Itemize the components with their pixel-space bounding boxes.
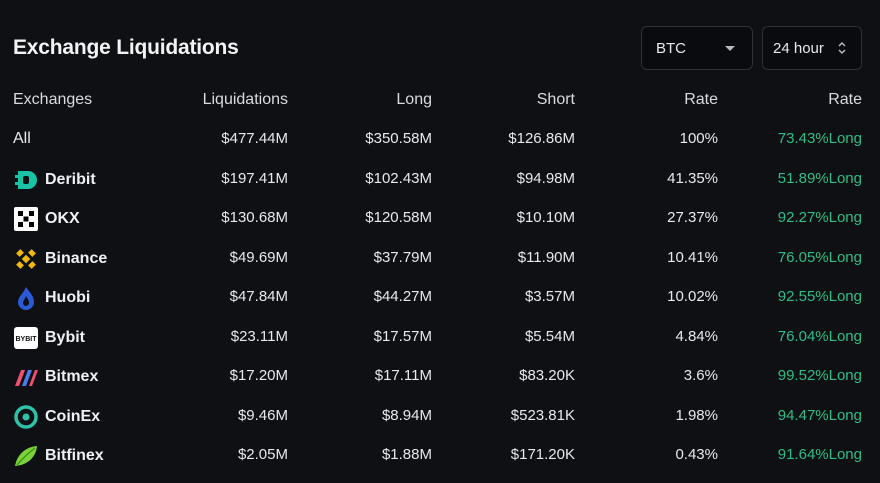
- long-value: $1.88M: [381, 446, 432, 463]
- rate-value: 4.84%: [675, 327, 718, 345]
- table-row[interactable]: Huobi $47.84M $44.27M $3.57M 10.02% 92.55%Lon…: [0, 285, 880, 311]
- table-row[interactable]: Deribit $197.41M $102.43M $94.98M 41.35% 51.8…: [0, 167, 880, 191]
- col-long: Long: [396, 91, 432, 108]
- table-header: Exchanges Liquidations Long Short Rate R…: [0, 88, 880, 112]
- rate-value: 0.43%: [675, 446, 718, 463]
- short-value: $10.10M: [516, 209, 575, 226]
- short-value: $523.81K: [510, 406, 575, 424]
- coin-select[interactable]: BTC: [641, 26, 753, 70]
- bitmex-icon: [13, 364, 39, 390]
- short-value: $11.90M: [517, 248, 575, 266]
- rate-value: 10.02%: [667, 288, 718, 305]
- exchange-cell: Binance: [13, 246, 107, 272]
- rate-value: 3.6%: [683, 367, 718, 384]
- short-value: $3.57M: [524, 288, 575, 305]
- exchange-name: Deribit: [45, 170, 96, 188]
- exchange-name: OKX: [45, 210, 80, 227]
- rate-value: 41.35%: [667, 169, 718, 187]
- exchange-cell: Huobi: [13, 285, 90, 311]
- coin-select-value: BTC: [656, 39, 686, 57]
- exchange-cell: All: [13, 127, 31, 151]
- period-select-value: 24 hour: [773, 39, 824, 57]
- short-value: $5.54M: [524, 327, 575, 345]
- exchange-name: Huobi: [45, 289, 91, 306]
- col-short: Short: [536, 91, 575, 108]
- caret-down-icon: [725, 46, 735, 51]
- long-rate-value: 92.27%Long: [777, 209, 862, 226]
- up-down-chevron-icon: [838, 41, 846, 55]
- table-row[interactable]: BYBIT Bybit $23.11M $17.57M $5.54M 4.84% 76.04…: [0, 325, 880, 349]
- exchange-name: Bitfinex: [45, 447, 104, 464]
- rate-value: 1.98%: [675, 406, 718, 424]
- page-title: Exchange Liquidations: [13, 36, 239, 59]
- okx-icon: [13, 206, 39, 232]
- liquidations-value: $130.68M: [221, 209, 288, 226]
- long-value: $44.27M: [373, 288, 432, 305]
- bitfinex-icon: [13, 443, 39, 469]
- liquidations-value: $49.69M: [229, 248, 288, 266]
- table-row[interactable]: CoinEx $9.46M $8.94M $523.81K 1.98% 94.47%Lon…: [0, 404, 880, 430]
- exchange-cell: Bitmex: [13, 364, 98, 390]
- long-rate-value: 99.52%Long: [777, 367, 862, 384]
- long-value: $120.58M: [365, 209, 432, 226]
- exchange-cell: Bitfinex: [13, 443, 104, 469]
- svg-text:BYBIT: BYBIT: [16, 336, 38, 343]
- short-value: $83.20K: [519, 367, 575, 384]
- long-value: $350.58M: [365, 130, 432, 147]
- binance-icon: [13, 246, 39, 272]
- table-row[interactable]: Bitfinex $2.05M $1.88M $171.20K 0.43% 91.64%L…: [0, 443, 880, 467]
- rate-value: 27.37%: [667, 209, 718, 226]
- long-rate-value: 94.47%Long: [777, 406, 862, 424]
- table-row[interactable]: Bitmex $17.20M $17.11M $83.20K 3.6% 99.52%Lon…: [0, 364, 880, 388]
- long-rate-value: 76.05%Long: [777, 248, 862, 266]
- col-rate: Rate: [684, 91, 718, 108]
- period-select[interactable]: 24 hour: [762, 26, 862, 70]
- exchange-cell: Deribit: [13, 167, 96, 193]
- liquidations-value: $197.41M: [221, 169, 288, 187]
- long-rate-value: 92.55%Long: [777, 288, 862, 305]
- exchange-cell: BYBIT Bybit: [13, 325, 85, 351]
- short-value: $94.98M: [516, 169, 575, 187]
- table-row[interactable]: OKX $130.68M $120.58M $10.10M 27.37% 92.27%Lo…: [0, 206, 880, 232]
- long-value: $102.43M: [365, 169, 432, 187]
- exchange-name: Bitmex: [45, 368, 99, 385]
- liquidations-value: $47.84M: [229, 288, 288, 305]
- col-long-rate: Rate: [828, 91, 862, 108]
- col-liquidations: Liquidations: [202, 91, 288, 108]
- long-value: $8.94M: [381, 406, 432, 424]
- short-value: $171.20K: [510, 446, 575, 463]
- liquidations-value: $23.11M: [230, 327, 288, 345]
- short-value: $126.86M: [508, 130, 575, 147]
- exchange-name: Binance: [45, 249, 108, 267]
- long-value: $37.79M: [373, 248, 432, 266]
- liquidations-value: $477.44M: [221, 130, 288, 147]
- liquidations-value: $2.05M: [237, 446, 288, 463]
- long-value: $17.57M: [373, 327, 432, 345]
- liquidations-value: $17.20M: [229, 367, 288, 384]
- table-row[interactable]: All $477.44M $350.58M $126.86M 100% 73.43%Lon…: [0, 127, 880, 151]
- exchange-cell: CoinEx: [13, 404, 100, 430]
- rate-value: 100%: [679, 130, 718, 147]
- liquidations-value: $9.46M: [237, 406, 288, 424]
- huobi-icon: [13, 285, 39, 311]
- coinex-icon: [13, 404, 39, 430]
- bybit-icon: BYBIT: [13, 325, 39, 351]
- col-exchanges: Exchanges: [13, 91, 93, 108]
- exchange-cell: OKX: [13, 206, 80, 232]
- long-value: $17.11M: [374, 367, 432, 384]
- exchange-name: CoinEx: [45, 407, 101, 425]
- rate-value: 10.41%: [667, 248, 718, 266]
- exchange-name: Bybit: [45, 328, 85, 346]
- long-rate-value: 51.89%Long: [777, 169, 862, 187]
- long-rate-value: 76.04%Long: [777, 327, 862, 345]
- exchange-name: All: [13, 130, 31, 147]
- long-rate-value: 91.64%Long: [777, 446, 862, 463]
- long-rate-value: 73.43%Long: [777, 130, 862, 147]
- table-row[interactable]: Binance $49.69M $37.79M $11.90M 10.41% 76.05%…: [0, 246, 880, 270]
- deribit-icon: [13, 167, 39, 193]
